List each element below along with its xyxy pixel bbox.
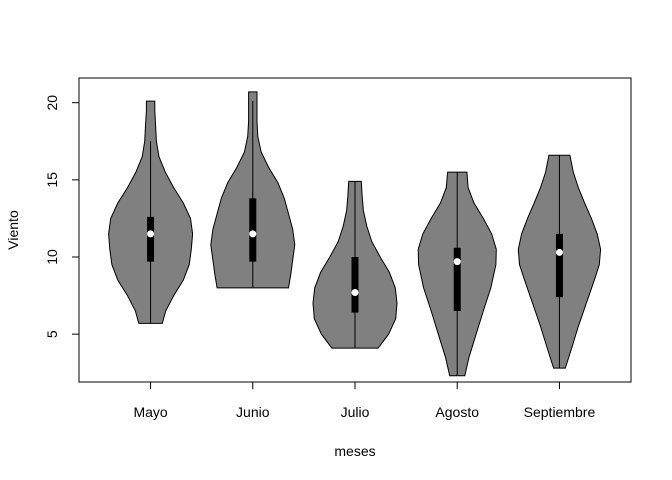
median-dot-mayo bbox=[147, 230, 155, 238]
x-tick-label: Junio bbox=[236, 404, 270, 420]
y-axis-label: Viento bbox=[5, 210, 21, 250]
y-tick-label: 5 bbox=[44, 330, 60, 338]
x-axis: Mayo Junio Julio Agosto Septiembre bbox=[133, 382, 595, 420]
iqr-box-mayo bbox=[147, 216, 155, 262]
x-tick-label: Agosto bbox=[435, 404, 479, 420]
y-tick-label: 20 bbox=[44, 95, 60, 111]
x-tick-label: Julio bbox=[341, 404, 370, 420]
median-dot-junio bbox=[249, 230, 257, 238]
iqr-box-julio bbox=[351, 257, 359, 313]
median-dot-agosto bbox=[453, 258, 461, 266]
x-axis-label: meses bbox=[334, 443, 375, 459]
median-dot-septiembre bbox=[555, 248, 563, 256]
y-axis: 5 10 15 20 bbox=[44, 95, 79, 338]
median-dot-julio bbox=[351, 288, 359, 296]
iqr-box-septiembre bbox=[555, 233, 563, 298]
y-tick-label: 10 bbox=[44, 249, 60, 265]
iqr-box-junio bbox=[249, 198, 257, 262]
x-tick-label: Septiembre bbox=[524, 404, 596, 420]
violins-layer bbox=[108, 91, 602, 377]
iqr-box-agosto bbox=[453, 247, 461, 312]
y-tick-label: 15 bbox=[44, 172, 60, 188]
x-tick-label: Mayo bbox=[133, 404, 167, 420]
